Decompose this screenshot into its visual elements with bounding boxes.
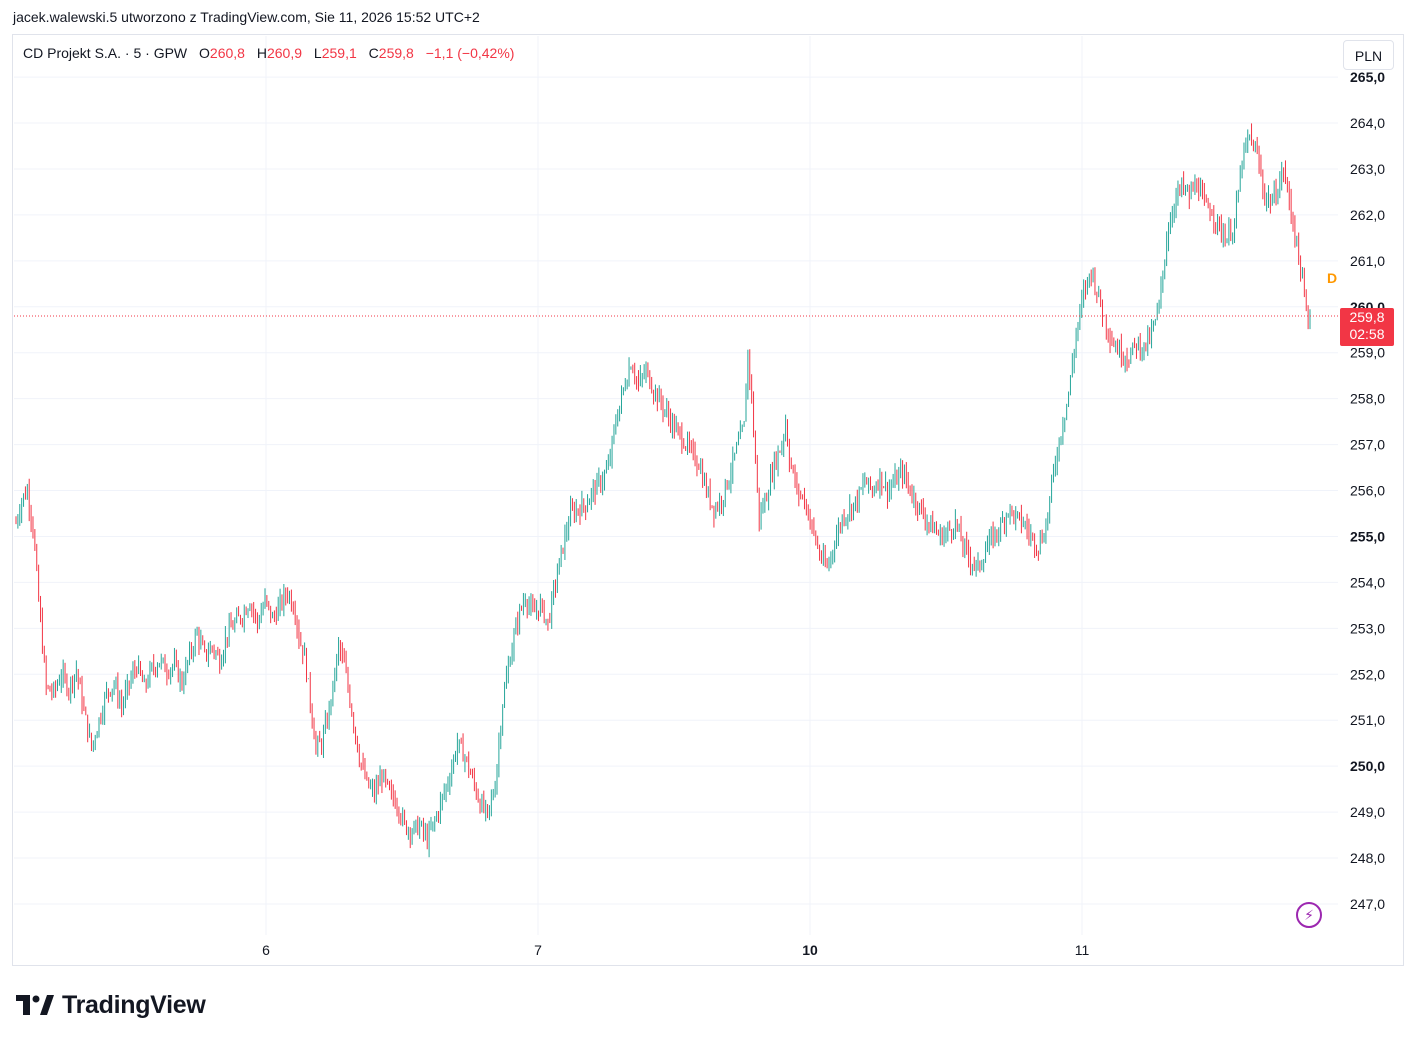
x-tick-label: 6: [262, 942, 270, 958]
y-tick-label: 256,0: [1350, 483, 1385, 499]
open-label: O: [199, 45, 210, 61]
brand-name: TradingView: [62, 990, 206, 1019]
low-label: L: [313, 45, 322, 61]
y-tick-label: 247,0: [1350, 896, 1385, 912]
y-tick-label: 257,0: [1350, 437, 1385, 453]
lightning-icon[interactable]: ⚡: [1296, 902, 1322, 928]
last-price-value: 259,8: [1349, 309, 1385, 325]
y-tick-label: 254,0: [1350, 574, 1385, 590]
time-axis: 6 7 10 11: [262, 942, 1089, 958]
y-tick-label: 264,0: [1350, 115, 1385, 131]
last-price-tag: 259,8 02:58: [1340, 308, 1394, 346]
y-tick-label: 248,0: [1350, 850, 1385, 866]
x-tick-label: 7: [534, 942, 542, 958]
x-tick-label: 11: [1075, 942, 1090, 958]
y-tick-label: 258,0: [1350, 391, 1385, 407]
dividend-badge[interactable]: D: [1326, 270, 1338, 286]
y-tick-label: 250,0: [1350, 758, 1385, 774]
price-axis: 247,0 248,0 249,0 250,0 251,0 252,0 253,0 254,0…: [1350, 69, 1385, 912]
y-tick-label: 265,0: [1350, 69, 1385, 85]
chart-frame: [12, 34, 1404, 966]
y-tick-label: 253,0: [1350, 620, 1385, 636]
y-tick-label: 249,0: [1350, 804, 1385, 820]
y-tick-label: 262,0: [1350, 207, 1385, 223]
y-tick-label: 263,0: [1350, 161, 1385, 177]
symbol-legend[interactable]: CD Projekt S.A. · 5 · GPW O260,8 H260,9 …: [23, 45, 514, 61]
close-label: C: [368, 45, 379, 61]
chart-snapshot-caption: jacek.walewski.5 utworzono z TradingView…: [13, 9, 480, 25]
y-tick-label: 261,0: [1350, 253, 1385, 269]
y-tick-label: 251,0: [1350, 712, 1385, 728]
currency-button[interactable]: PLN: [1343, 40, 1394, 70]
tradingview-logo-icon: [16, 995, 54, 1015]
chart-grid: [14, 36, 1338, 935]
ohlc-bars: [15, 123, 1311, 858]
high-value: 260,9: [266, 45, 303, 61]
tradingview-brand[interactable]: TradingView: [16, 990, 206, 1020]
y-tick-label: 255,0: [1350, 528, 1385, 544]
symbol-name[interactable]: CD Projekt S.A. · 5 · GPW: [23, 45, 188, 61]
x-tick-label: 10: [802, 942, 818, 958]
bar-countdown: 02:58: [1349, 326, 1385, 342]
close-value: 259,8: [378, 45, 414, 61]
open-value: 260,8: [209, 45, 245, 61]
y-tick-label: 259,0: [1350, 345, 1385, 361]
low-value: 259,1: [321, 45, 357, 61]
change-value: −1,1 (−0,42%): [425, 45, 515, 61]
y-tick-label: 252,0: [1350, 666, 1385, 682]
high-label: H: [256, 45, 267, 61]
